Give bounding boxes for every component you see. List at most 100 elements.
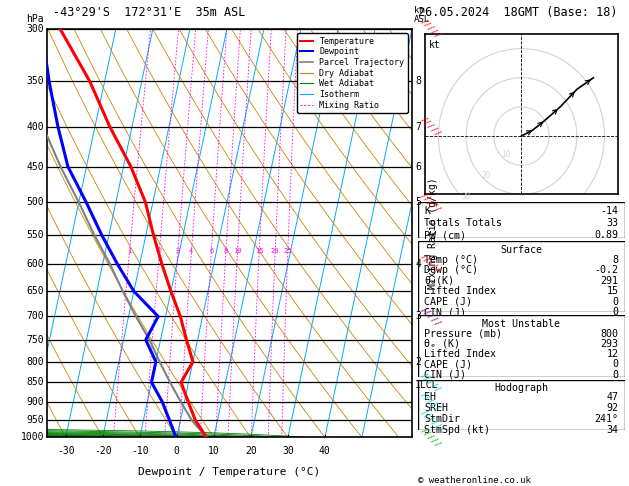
Text: 6: 6: [415, 162, 421, 172]
Text: 1000: 1000: [21, 433, 44, 442]
Text: Temp (°C): Temp (°C): [425, 255, 479, 265]
Text: 600: 600: [26, 259, 44, 269]
Text: /////: /////: [418, 115, 442, 139]
Text: PW (cm): PW (cm): [425, 230, 467, 240]
Text: CIN (J): CIN (J): [425, 370, 467, 380]
Text: 15: 15: [606, 286, 618, 296]
Text: 20: 20: [482, 171, 491, 180]
Text: -14: -14: [601, 206, 618, 216]
Text: 900: 900: [26, 397, 44, 407]
Text: -43°29'S  172°31'E  35m ASL: -43°29'S 172°31'E 35m ASL: [53, 6, 246, 19]
Text: Lifted Index: Lifted Index: [425, 286, 496, 296]
Text: 850: 850: [26, 377, 44, 387]
Text: Lifted Index: Lifted Index: [425, 349, 496, 359]
Text: Dewp (°C): Dewp (°C): [425, 265, 479, 276]
Text: 8: 8: [613, 255, 618, 265]
Text: 30: 30: [462, 192, 471, 201]
Text: km
ASL: km ASL: [414, 6, 430, 24]
Text: SREH: SREH: [425, 402, 448, 413]
Text: Surface: Surface: [501, 245, 542, 255]
Text: /////: /////: [418, 370, 442, 394]
Text: 350: 350: [26, 76, 44, 87]
Legend: Temperature, Dewpoint, Parcel Trajectory, Dry Adiabat, Wet Adiabat, Isotherm, Mi: Temperature, Dewpoint, Parcel Trajectory…: [297, 34, 408, 113]
Text: 950: 950: [26, 415, 44, 425]
Text: 750: 750: [26, 335, 44, 345]
Text: 3: 3: [175, 248, 180, 254]
Text: 26.05.2024  18GMT (Base: 18): 26.05.2024 18GMT (Base: 18): [418, 6, 618, 19]
Text: /////: /////: [418, 252, 442, 276]
Text: /////: /////: [418, 304, 442, 329]
Text: /////: /////: [418, 191, 442, 214]
Text: StmDir: StmDir: [425, 414, 460, 424]
Text: CAPE (J): CAPE (J): [425, 296, 472, 307]
Text: 293: 293: [601, 339, 618, 349]
Text: Dewpoint / Temperature (°C): Dewpoint / Temperature (°C): [138, 467, 321, 477]
Text: StmSpd (kt): StmSpd (kt): [425, 425, 491, 434]
Text: 241°: 241°: [594, 414, 618, 424]
Text: 0: 0: [613, 296, 618, 307]
Text: 550: 550: [26, 230, 44, 240]
Text: 400: 400: [26, 122, 44, 132]
Text: 291: 291: [601, 276, 618, 286]
Text: -10: -10: [131, 446, 148, 456]
Text: 47: 47: [606, 392, 618, 401]
Text: 8: 8: [224, 248, 228, 254]
Text: 40: 40: [319, 446, 331, 456]
Text: Mixing Ratio (g/kg): Mixing Ratio (g/kg): [428, 177, 438, 289]
Text: 5: 5: [415, 197, 421, 208]
Text: Totals Totals: Totals Totals: [425, 218, 503, 228]
Text: /////: /////: [418, 17, 442, 41]
Text: 1: 1: [127, 248, 131, 254]
Text: 0.89: 0.89: [594, 230, 618, 240]
Text: 0: 0: [174, 446, 180, 456]
Text: 800: 800: [26, 357, 44, 367]
Text: 0: 0: [613, 360, 618, 369]
Text: 3: 3: [415, 312, 421, 321]
Text: -0.2: -0.2: [594, 265, 618, 276]
Text: 12: 12: [606, 349, 618, 359]
Text: CIN (J): CIN (J): [425, 307, 467, 317]
Text: hPa: hPa: [26, 14, 44, 24]
Text: 92: 92: [606, 402, 618, 413]
Text: 300: 300: [26, 24, 44, 34]
Text: 500: 500: [26, 197, 44, 208]
Text: /////: /////: [418, 425, 442, 450]
Text: 0: 0: [613, 307, 618, 317]
Text: 1LCL: 1LCL: [415, 380, 438, 390]
Text: 6: 6: [209, 248, 213, 254]
Text: θₑ (K): θₑ (K): [425, 339, 460, 349]
Text: 25: 25: [284, 248, 292, 254]
Text: 10: 10: [208, 446, 220, 456]
Text: 4: 4: [189, 248, 193, 254]
Text: 700: 700: [26, 312, 44, 321]
Text: 8: 8: [415, 76, 421, 87]
Text: 800: 800: [601, 329, 618, 339]
Text: Hodograph: Hodograph: [494, 383, 548, 393]
Text: CAPE (J): CAPE (J): [425, 360, 472, 369]
Text: 30: 30: [282, 446, 294, 456]
Text: -20: -20: [94, 446, 111, 456]
Text: K: K: [425, 206, 430, 216]
Text: 33: 33: [606, 218, 618, 228]
Text: 2: 2: [157, 248, 161, 254]
Text: 20: 20: [271, 248, 279, 254]
Text: 2: 2: [415, 357, 421, 367]
Text: 15: 15: [255, 248, 264, 254]
Text: 34: 34: [606, 425, 618, 434]
Text: Pressure (mb): Pressure (mb): [425, 329, 503, 339]
Text: 10: 10: [233, 248, 242, 254]
Text: /////: /////: [418, 408, 442, 432]
Text: -30: -30: [57, 446, 74, 456]
Text: 7: 7: [415, 122, 421, 132]
Text: Most Unstable: Most Unstable: [482, 319, 560, 329]
Text: θₑ(K): θₑ(K): [425, 276, 455, 286]
Text: /////: /////: [418, 390, 442, 414]
Text: 4: 4: [415, 259, 421, 269]
Text: kt: kt: [428, 40, 440, 51]
Text: 10: 10: [501, 150, 511, 159]
Text: 20: 20: [245, 446, 257, 456]
Text: 0: 0: [613, 370, 618, 380]
Text: © weatheronline.co.uk: © weatheronline.co.uk: [418, 476, 531, 485]
Text: EH: EH: [425, 392, 437, 401]
Text: 450: 450: [26, 162, 44, 172]
